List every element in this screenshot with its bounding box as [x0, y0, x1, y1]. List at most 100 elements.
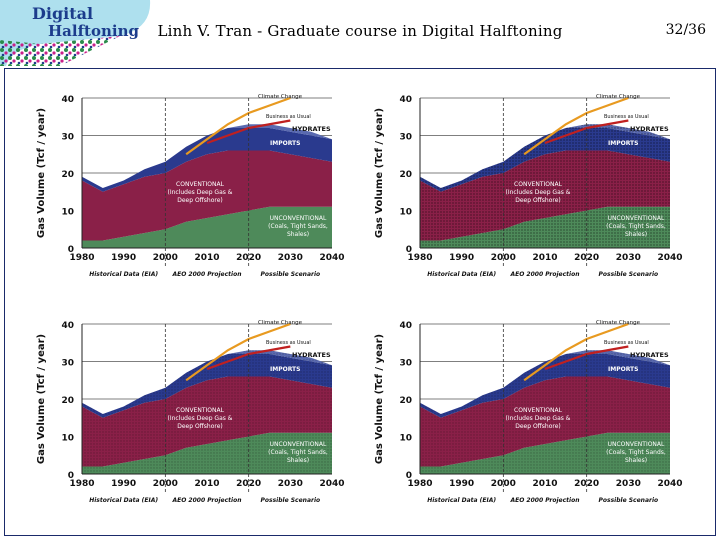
y-tick-label: 20	[61, 396, 74, 406]
area-unconventional	[82, 206, 332, 248]
area-conventional-halftone	[82, 376, 332, 467]
annotation-unconventional: Shales)	[287, 231, 309, 238]
annotation-climate-change: Climate Change	[258, 94, 303, 100]
period-label: Historical Data (EIA)	[89, 271, 158, 278]
annotation-unconventional: (Coals, Tight Sands,	[606, 223, 666, 230]
chart-panel-halftone-a: 0 10 20 30 40 1980 1990 2000 2010 2020 2030 2040 Gas…	[368, 88, 688, 296]
period-label: AEO 2000 Projection	[509, 271, 579, 278]
area-unconventional-halftone	[420, 206, 670, 248]
annotation-conventional: (Includes Deep Gas &	[168, 415, 233, 422]
annotation-business-as-usual: Business as Usual	[604, 340, 649, 346]
annotation-business-as-usual: Business as Usual	[604, 114, 649, 120]
annotation-unconventional: UNCONVENTIONAL	[270, 215, 327, 222]
annotation-conventional: CONVENTIONAL	[514, 407, 563, 414]
x-tick-label: 2010	[532, 479, 557, 489]
slide-title: Linh V. Tran - Graduate course in Digita…	[157, 22, 563, 40]
annotation-business-as-usual: Business as Usual	[266, 340, 311, 346]
x-tick-label: 2010	[194, 253, 219, 263]
chart-panel-original: 0 10 20 30 40 1980 1990 2000 2010 2020 2030 2040 Gas…	[30, 88, 350, 296]
annotation-business-as-usual: Business as Usual	[266, 114, 311, 120]
annotation-unconventional: UNCONVENTIONAL	[608, 215, 665, 222]
y-tick-label: 20	[399, 170, 412, 180]
x-tick-label: 1990	[449, 253, 474, 263]
x-tick-label: 2040	[657, 253, 682, 263]
line-climate-change	[523, 96, 629, 156]
course-logo: Digital Halftoning	[0, 0, 160, 66]
y-tick-label: 30	[399, 133, 412, 143]
y-tick-label: 40	[399, 95, 412, 105]
x-tick-label: 1990	[449, 479, 474, 489]
chart-panel-halftone-c: 0 10 20 30 40 1980 1990 2000 2010 2020 2030 2040 Gas…	[368, 314, 688, 522]
y-tick-label: 10	[399, 434, 412, 444]
area-imports	[82, 128, 332, 192]
x-tick-label: 2040	[319, 253, 344, 263]
x-tick-label: 1990	[111, 253, 136, 263]
line-climate-change	[185, 96, 291, 156]
area-unconventional-halftone	[420, 432, 670, 474]
period-label: AEO 2000 Projection	[171, 271, 241, 278]
period-label: Historical Data (EIA)	[427, 271, 496, 278]
annotation-conventional: (Includes Deep Gas &	[506, 415, 571, 422]
y-axis-title: Gas Volume (Tcf / year)	[374, 334, 385, 464]
annotation-conventional: (Includes Deep Gas &	[168, 189, 233, 196]
y-tick-label: 30	[61, 359, 74, 369]
y-tick-label: 10	[61, 434, 74, 444]
period-label: Possible Scenario	[599, 271, 659, 278]
line-climate-change	[185, 322, 291, 382]
annotation-hydrates: HYDRATES	[292, 351, 331, 359]
y-tick-label: 40	[399, 321, 412, 331]
annotation-imports: IMPORTS	[608, 366, 638, 373]
annotation-imports: IMPORTS	[270, 366, 300, 373]
period-label: Historical Data (EIA)	[427, 497, 496, 504]
chart-panel-halftone-b: 0 10 20 30 40 1980 1990 2000 2010 2020 2030 2040 Gas…	[30, 314, 350, 522]
y-tick-label: 30	[399, 359, 412, 369]
annotation-unconventional: Shales)	[287, 457, 309, 464]
area-imports-halftone	[82, 354, 332, 418]
period-label: AEO 2000 Projection	[171, 497, 241, 504]
x-tick-label: 1980	[407, 479, 432, 489]
annotation-climate-change: Climate Change	[596, 94, 641, 100]
annotation-unconventional: Shales)	[625, 231, 647, 238]
x-tick-label: 2030	[616, 253, 641, 263]
y-tick-label: 0	[406, 245, 412, 255]
y-tick-label: 40	[61, 95, 74, 105]
y-tick-label: 30	[61, 133, 74, 143]
y-tick-label: 40	[61, 321, 74, 331]
period-label: Possible Scenario	[261, 271, 321, 278]
annotation-unconventional: (Coals, Tight Sands,	[606, 449, 666, 456]
annotation-unconventional: UNCONVENTIONAL	[270, 441, 327, 448]
x-tick-label: 1980	[69, 479, 94, 489]
period-label: Possible Scenario	[599, 497, 659, 504]
y-axis-title: Gas Volume (Tcf / year)	[36, 334, 47, 464]
annotation-unconventional: Shales)	[625, 457, 647, 464]
logo-text-line2: Halftoning	[48, 22, 139, 40]
annotation-climate-change: Climate Change	[258, 320, 303, 326]
x-tick-label: 2030	[616, 479, 641, 489]
halftone-logo-graphic: Digital Halftoning	[0, 0, 160, 66]
y-tick-label: 20	[61, 170, 74, 180]
y-axis-title: Gas Volume (Tcf / year)	[36, 108, 47, 238]
annotation-conventional: (Includes Deep Gas &	[506, 189, 571, 196]
area-unconventional-halftone	[82, 432, 332, 474]
annotation-imports: IMPORTS	[270, 140, 300, 147]
area-imports-halftone	[420, 128, 670, 192]
annotation-conventional: Deep Offshore)	[515, 197, 561, 204]
x-tick-label: 2040	[319, 479, 344, 489]
y-tick-label: 0	[68, 471, 74, 481]
period-label: Possible Scenario	[261, 497, 321, 504]
y-tick-label: 20	[399, 396, 412, 406]
slide-content-frame	[4, 68, 716, 536]
area-conventional-halftone	[420, 376, 670, 467]
x-tick-label: 2010	[532, 253, 557, 263]
page-number: 32/36	[665, 22, 706, 38]
annotation-unconventional: (Coals, Tight Sands,	[268, 223, 328, 230]
y-axis-title: Gas Volume (Tcf / year)	[374, 108, 385, 238]
y-tick-label: 10	[61, 208, 74, 218]
area-imports-halftone	[420, 354, 670, 418]
x-tick-label: 1990	[111, 479, 136, 489]
annotation-unconventional: (Coals, Tight Sands,	[268, 449, 328, 456]
annotation-hydrates: HYDRATES	[630, 351, 669, 359]
